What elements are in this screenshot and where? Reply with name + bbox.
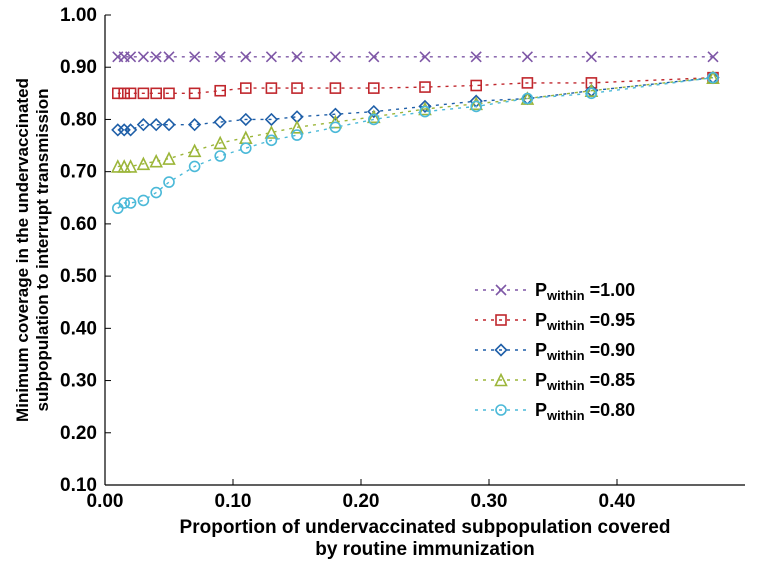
y-tick-label: 0.60	[60, 214, 97, 235]
x-tick-label: 0.10	[215, 491, 252, 512]
chart-bg	[0, 0, 776, 576]
y-tick-label: 0.70	[60, 162, 97, 183]
x-tick-label: 0.20	[343, 491, 380, 512]
y-tick-label: 0.90	[60, 57, 97, 78]
y-tick-label: 0.50	[60, 266, 97, 287]
y-tick-label: 0.30	[60, 371, 97, 392]
x-tick-label: 0.40	[599, 491, 636, 512]
y-tick-label: 1.00	[60, 5, 97, 26]
x-tick-label: 0.30	[471, 491, 508, 512]
y-tick-label: 0.80	[60, 109, 97, 130]
x-axis-label: by routine immunization	[315, 539, 535, 560]
svg-text:subpopulation to interrupt tra: subpopulation to interrupt transmission	[33, 89, 52, 412]
y-tick-label: 0.20	[60, 423, 97, 444]
svg-text:Minimum coverage in the underv: Minimum coverage in the undervaccinated	[13, 78, 32, 422]
x-axis-label: Proportion of undervaccinated subpopulat…	[180, 517, 671, 538]
y-tick-label: 0.40	[60, 318, 97, 339]
x-tick-label: 0.00	[87, 491, 124, 512]
y-axis-label: Minimum coverage in the undervaccinateds…	[13, 78, 52, 422]
chart-svg: 0.10 0.20 0.30 0.40 0.50 0.60 0.70 0.80 0.90 1.00…	[0, 0, 776, 576]
